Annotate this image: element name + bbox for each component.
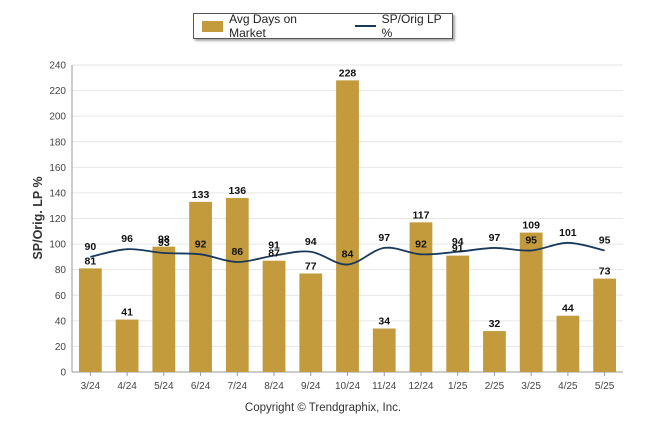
- bar-data-label: 32: [489, 318, 501, 330]
- chart-legend: Avg Days on Market SP/Orig LP %: [193, 12, 453, 40]
- legend-swatch-bar: [202, 20, 224, 32]
- y-tick-label: 20: [55, 342, 67, 353]
- bar: [225, 198, 249, 372]
- bar-data-label: 73: [599, 266, 611, 278]
- x-tick-label: 1/25: [448, 381, 468, 392]
- y-tick-label: 160: [49, 163, 66, 174]
- bar: [519, 232, 543, 372]
- y-tick-label: 140: [49, 188, 66, 199]
- line-data-label: 90: [85, 241, 97, 253]
- x-tick-label: 4/24: [117, 381, 137, 392]
- bar: [262, 260, 286, 372]
- line-data-label: 96: [121, 233, 133, 245]
- line-data-label: 95: [525, 234, 537, 246]
- line-data-label: 94: [452, 236, 464, 248]
- copyright-text: Copyright © Trendgraphix, Inc.: [244, 402, 402, 414]
- line-series: [90, 241, 605, 266]
- bar: [152, 246, 176, 372]
- bar: [409, 222, 433, 372]
- x-tick-label: 7/24: [228, 381, 248, 392]
- x-tick-label: 3/25: [521, 381, 541, 392]
- bar-data-label: 44: [562, 303, 574, 315]
- bar: [336, 80, 359, 372]
- y-tick-label: 220: [49, 86, 66, 97]
- y-tick-label: 0: [60, 368, 66, 379]
- line-data-label: 86: [231, 246, 243, 258]
- bar-data-label: 98: [158, 234, 170, 246]
- legend-item-line: SP/Orig LP %: [341, 12, 452, 40]
- y-tick-label: 100: [49, 240, 66, 251]
- legend-item-bar: Avg Days on Market: [202, 12, 333, 40]
- bar-data-label: 117: [412, 209, 429, 221]
- x-tick-label: 8/24: [264, 381, 284, 392]
- x-tick-label: 5/25: [595, 381, 615, 392]
- line-data-label: 91: [268, 240, 280, 252]
- y-tick-label: 200: [49, 112, 66, 123]
- line-data-label: 92: [195, 238, 207, 250]
- x-tick-label: 2/25: [485, 381, 505, 392]
- bar: [189, 201, 212, 372]
- y-tick-label: 240: [49, 61, 66, 72]
- line-data-label: 95: [599, 234, 611, 246]
- line-data-label: 101: [559, 227, 577, 239]
- x-tick-label: 12/24: [408, 381, 433, 392]
- x-tick-label: 5/24: [154, 381, 174, 392]
- y-tick-label: 60: [55, 291, 67, 302]
- y-tick-label: 80: [55, 265, 67, 276]
- y-tick-label: 120: [49, 214, 66, 225]
- legend-swatch-line: [354, 25, 376, 27]
- x-tick-label: 4/25: [558, 381, 578, 392]
- x-tick-label: 6/24: [191, 381, 211, 392]
- legend-label-line: SP/Orig LP %: [381, 12, 442, 40]
- x-tick-label: 9/24: [301, 381, 321, 392]
- bar-data-label: 41: [121, 307, 133, 319]
- bar: [446, 255, 470, 372]
- bar: [299, 273, 323, 372]
- line-data-label: 84: [342, 249, 354, 261]
- bar-data-label: 136: [229, 185, 247, 197]
- line-data-label: 92: [415, 238, 427, 250]
- y-axis-label: SP/Orig. LP %: [31, 176, 45, 260]
- bar-data-label: 133: [192, 189, 210, 201]
- bar-data-label: 91: [452, 243, 464, 255]
- bar: [483, 331, 506, 372]
- legend-label-bar: Avg Days on Market: [229, 12, 297, 40]
- bar-data-label: 77: [305, 261, 317, 273]
- bar-data-label: 34: [378, 316, 390, 328]
- line-data-label: 97: [378, 232, 390, 244]
- bar: [115, 319, 139, 372]
- bar: [372, 328, 396, 372]
- bar-data-label: 81: [85, 255, 97, 267]
- line-data-label: 93: [158, 237, 170, 249]
- bar: [556, 315, 580, 372]
- x-tick-label: 11/24: [372, 381, 397, 392]
- x-tick-label: 3/24: [81, 381, 101, 392]
- bar: [78, 268, 102, 372]
- y-tick-label: 180: [49, 137, 66, 148]
- line-data-label: 94: [305, 236, 317, 248]
- line-data-label: 97: [489, 232, 501, 244]
- bar: [593, 278, 617, 372]
- bar-data-label: 228: [339, 67, 357, 79]
- y-tick-label: 40: [55, 316, 67, 327]
- bar-data-label: 87: [268, 248, 280, 260]
- x-tick-label: 10/24: [335, 381, 360, 392]
- bar-data-label: 109: [522, 220, 540, 232]
